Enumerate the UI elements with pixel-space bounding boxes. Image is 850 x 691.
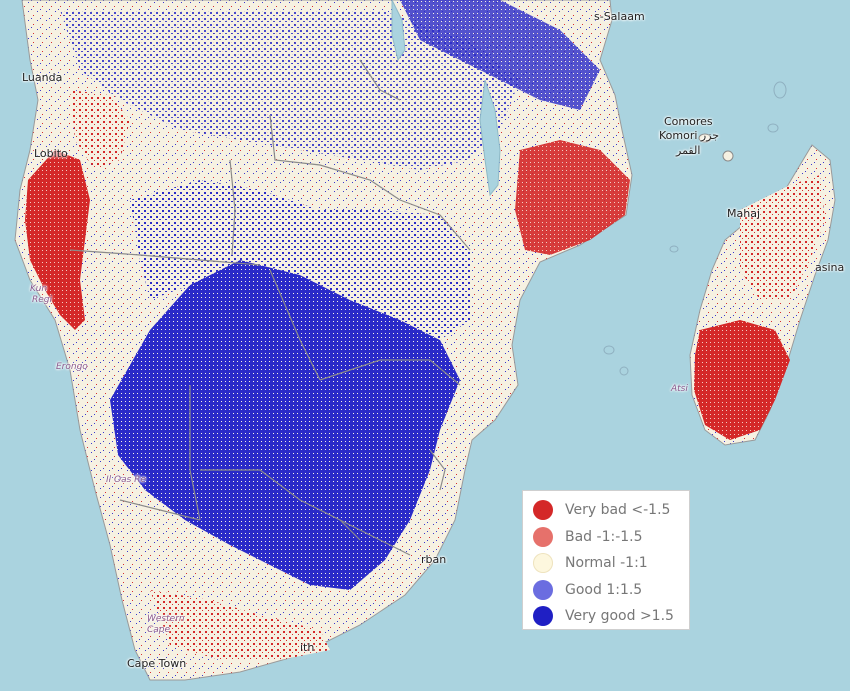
legend-swatch-very-good xyxy=(533,606,553,627)
map-legend: Very bad <-1.5 Bad -1:-1.5 Normal -1:1 G… xyxy=(522,490,690,630)
place-luanda: Luanda xyxy=(22,71,63,84)
lake-malawi xyxy=(479,79,501,197)
island-comoros xyxy=(698,133,712,143)
place-kunene: Kun xyxy=(30,284,48,294)
legend-label-very-bad: Very bad <-1.5 xyxy=(565,502,671,519)
place-hardap: Il Oas Re xyxy=(106,475,146,485)
legend-item-very-good: Very good >1.5 xyxy=(533,603,681,630)
legend-label-normal: Normal -1:1 xyxy=(565,555,648,572)
island-small-5 xyxy=(669,245,679,253)
legend-label-bad: Bad -1:-1.5 xyxy=(565,528,643,545)
region-very-bad-madagascar-south xyxy=(694,320,790,440)
place-comores: Comores xyxy=(664,115,713,128)
place-comores-arabic: القمر xyxy=(676,144,701,157)
legend-item-normal: Normal -1:1 xyxy=(533,550,681,577)
place-kunene-region: Regi xyxy=(32,295,53,305)
island-small-3 xyxy=(603,345,615,355)
legend-swatch-very-bad xyxy=(533,500,553,521)
place-komori: Komori جزر xyxy=(659,129,720,142)
legend-item-good: Good 1:1.5 xyxy=(533,577,681,604)
region-bad-cape xyxy=(150,590,330,660)
region-good-tanzania xyxy=(400,0,600,110)
place-western-cape: Western Cape xyxy=(147,614,185,635)
region-bad-madagascar-east xyxy=(740,175,825,300)
place-lobito: Lobito xyxy=(34,147,68,160)
region-very-bad-mozambique xyxy=(515,140,630,255)
region-bad-angola xyxy=(70,90,130,170)
island-small-2 xyxy=(767,123,779,133)
lake-tanganyika xyxy=(391,0,406,62)
region-very-bad-angola-coast xyxy=(25,150,90,330)
place-durban: rban xyxy=(421,553,447,566)
legend-label-very-good: Very good >1.5 xyxy=(565,608,674,625)
place-dar-es-salaam: s-Salaam xyxy=(594,10,645,23)
island-small-4 xyxy=(619,366,629,376)
country-borders xyxy=(69,59,471,556)
legend-item-very-bad: Very bad <-1.5 xyxy=(533,497,681,524)
place-toamasina: asina xyxy=(815,261,845,274)
place-port-elizabeth: ith xyxy=(300,641,315,654)
legend-swatch-good xyxy=(533,579,553,600)
place-atsimo: Atsi xyxy=(671,384,688,394)
place-mahajanga: Mahaj xyxy=(727,207,760,220)
legend-swatch-normal xyxy=(533,553,553,574)
legend-swatch-bad xyxy=(533,526,553,547)
region-good-central xyxy=(130,180,470,340)
island-small-1 xyxy=(773,81,787,99)
legend-item-bad: Bad -1:-1.5 xyxy=(533,524,681,551)
island-mayotte xyxy=(722,150,734,162)
place-cape-town: Cape Town xyxy=(127,657,187,670)
place-erongo: Erongo xyxy=(56,362,88,372)
legend-label-good: Good 1:1.5 xyxy=(565,581,643,598)
